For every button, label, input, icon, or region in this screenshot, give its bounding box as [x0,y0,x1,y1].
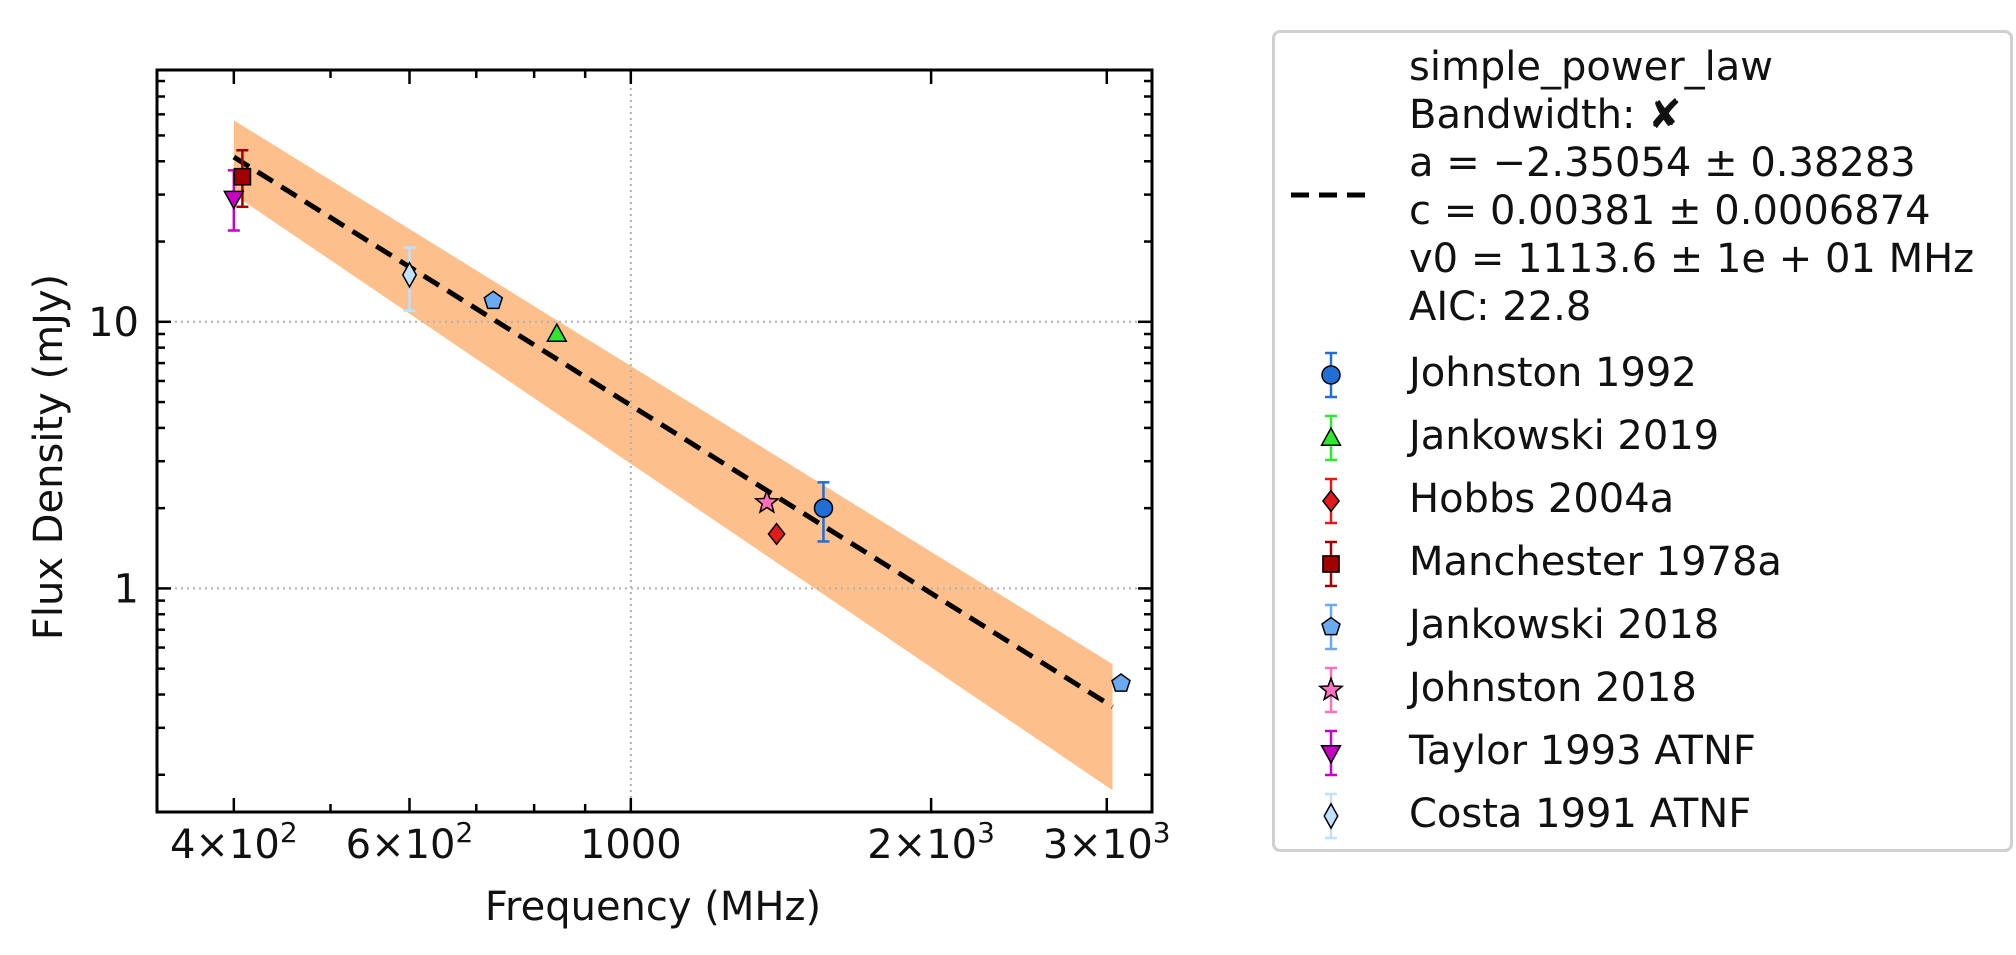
point-jankowski-2018-0 [483,290,504,310]
legend-fit-name: simple_power_law [1409,44,1774,90]
legend-fit-aic: AIC: 22.8 [1409,284,1592,330]
legend-marker-johnston-2018 [1317,676,1345,702]
x-tick-label-exp-3000: 3 [1153,816,1171,849]
x-tick-label-600: 6×102 [346,816,474,868]
legend-entry-costa-1991-atnf: Costa 1991 ATNF [1409,791,1752,837]
plot-border [155,68,1154,814]
legend-entry-taylor-1993-atnf: Taylor 1993 ATNF [1409,728,1756,774]
legend: simple_power_law Bandwidth: ✘ a = −2.350… [1272,30,2013,852]
x-tick-label-1000: 1000 [580,822,682,868]
axis-ticks [157,70,1152,812]
point-johnston-1992-0 [813,498,834,518]
legend-markers [1291,192,1371,840]
plot-frame [155,68,1154,814]
legend-entry-johnston-1992: Johnston 1992 [1409,350,1697,396]
point-jankowski-2019-0 [546,322,568,342]
legend-entry-johnston-2018: Johnston 2018 [1409,665,1697,711]
legend-entry-jankowski-2019: Jankowski 2019 [1409,413,1720,459]
y-axis-label: Flux Density (mJy) [26,274,72,640]
point-manchester-1978a-0 [233,167,252,186]
x-tick-label-exp-600: 2 [456,816,474,849]
fit-uncertainty-band [233,120,1113,791]
x-tick-label-2000: 2×103 [867,816,995,868]
legend-marker-jankowski-2019 [1320,426,1342,446]
grid-lines [157,70,1152,812]
legend-fit-param-v0: v0 = 1113.6 ± 1e + 01 MHz [1409,236,1975,282]
point-costa-1991-atnf-0 [401,261,418,289]
legend-marker-manchester-1978a [1322,555,1340,573]
x-tick-label-3000: 3×103 [1043,816,1171,868]
point-hobbs-2004a-0 [767,522,786,546]
legend-marker-taylor-1993-atnf [1320,745,1342,765]
point-johnston-2018-0 [753,488,781,514]
x-axis-label: Frequency (MHz) [485,884,821,930]
legend-fit-param-a: a = −2.35054 ± 0.38283 [1409,140,1916,186]
y-tick-label-1: 1 [114,566,139,612]
fit-band [233,120,1113,791]
fit-line [232,154,1114,709]
legend-marker-hobbs-2004a [1321,489,1341,513]
fit-line-group [232,154,1114,709]
y-tick-label-10: 10 [88,300,139,346]
tick-labels: 4×102 6×102 1000 2×103 3×103 1 10 [88,300,1171,868]
legend-entry-jankowski-2018: Jankowski 2018 [1409,602,1720,648]
legend-fit-bandwidth: Bandwidth: ✘ [1409,92,1682,138]
x-tick-label-exp-2000: 3 [977,816,995,849]
legend-marker-jankowski-2018 [1321,616,1341,636]
legend-marker-costa-1991-atnf [1323,802,1339,830]
legend-entry-hobbs-2004a: Hobbs 2004a [1409,476,1675,522]
point-taylor-1993-atnf-0 [223,190,245,210]
legend-fit-param-c: c = 0.00381 ± 0.0006874 [1409,188,1931,234]
x-tick-label-400: 4×102 [170,816,298,868]
x-tick-label-exp-400: 2 [280,816,298,849]
data-points [223,167,1131,692]
legend-marker-johnston-1992 [1321,365,1341,385]
legend-entry-manchester-1978a: Manchester 1978a [1409,539,1782,585]
point-jankowski-2018-1 [1111,673,1131,692]
